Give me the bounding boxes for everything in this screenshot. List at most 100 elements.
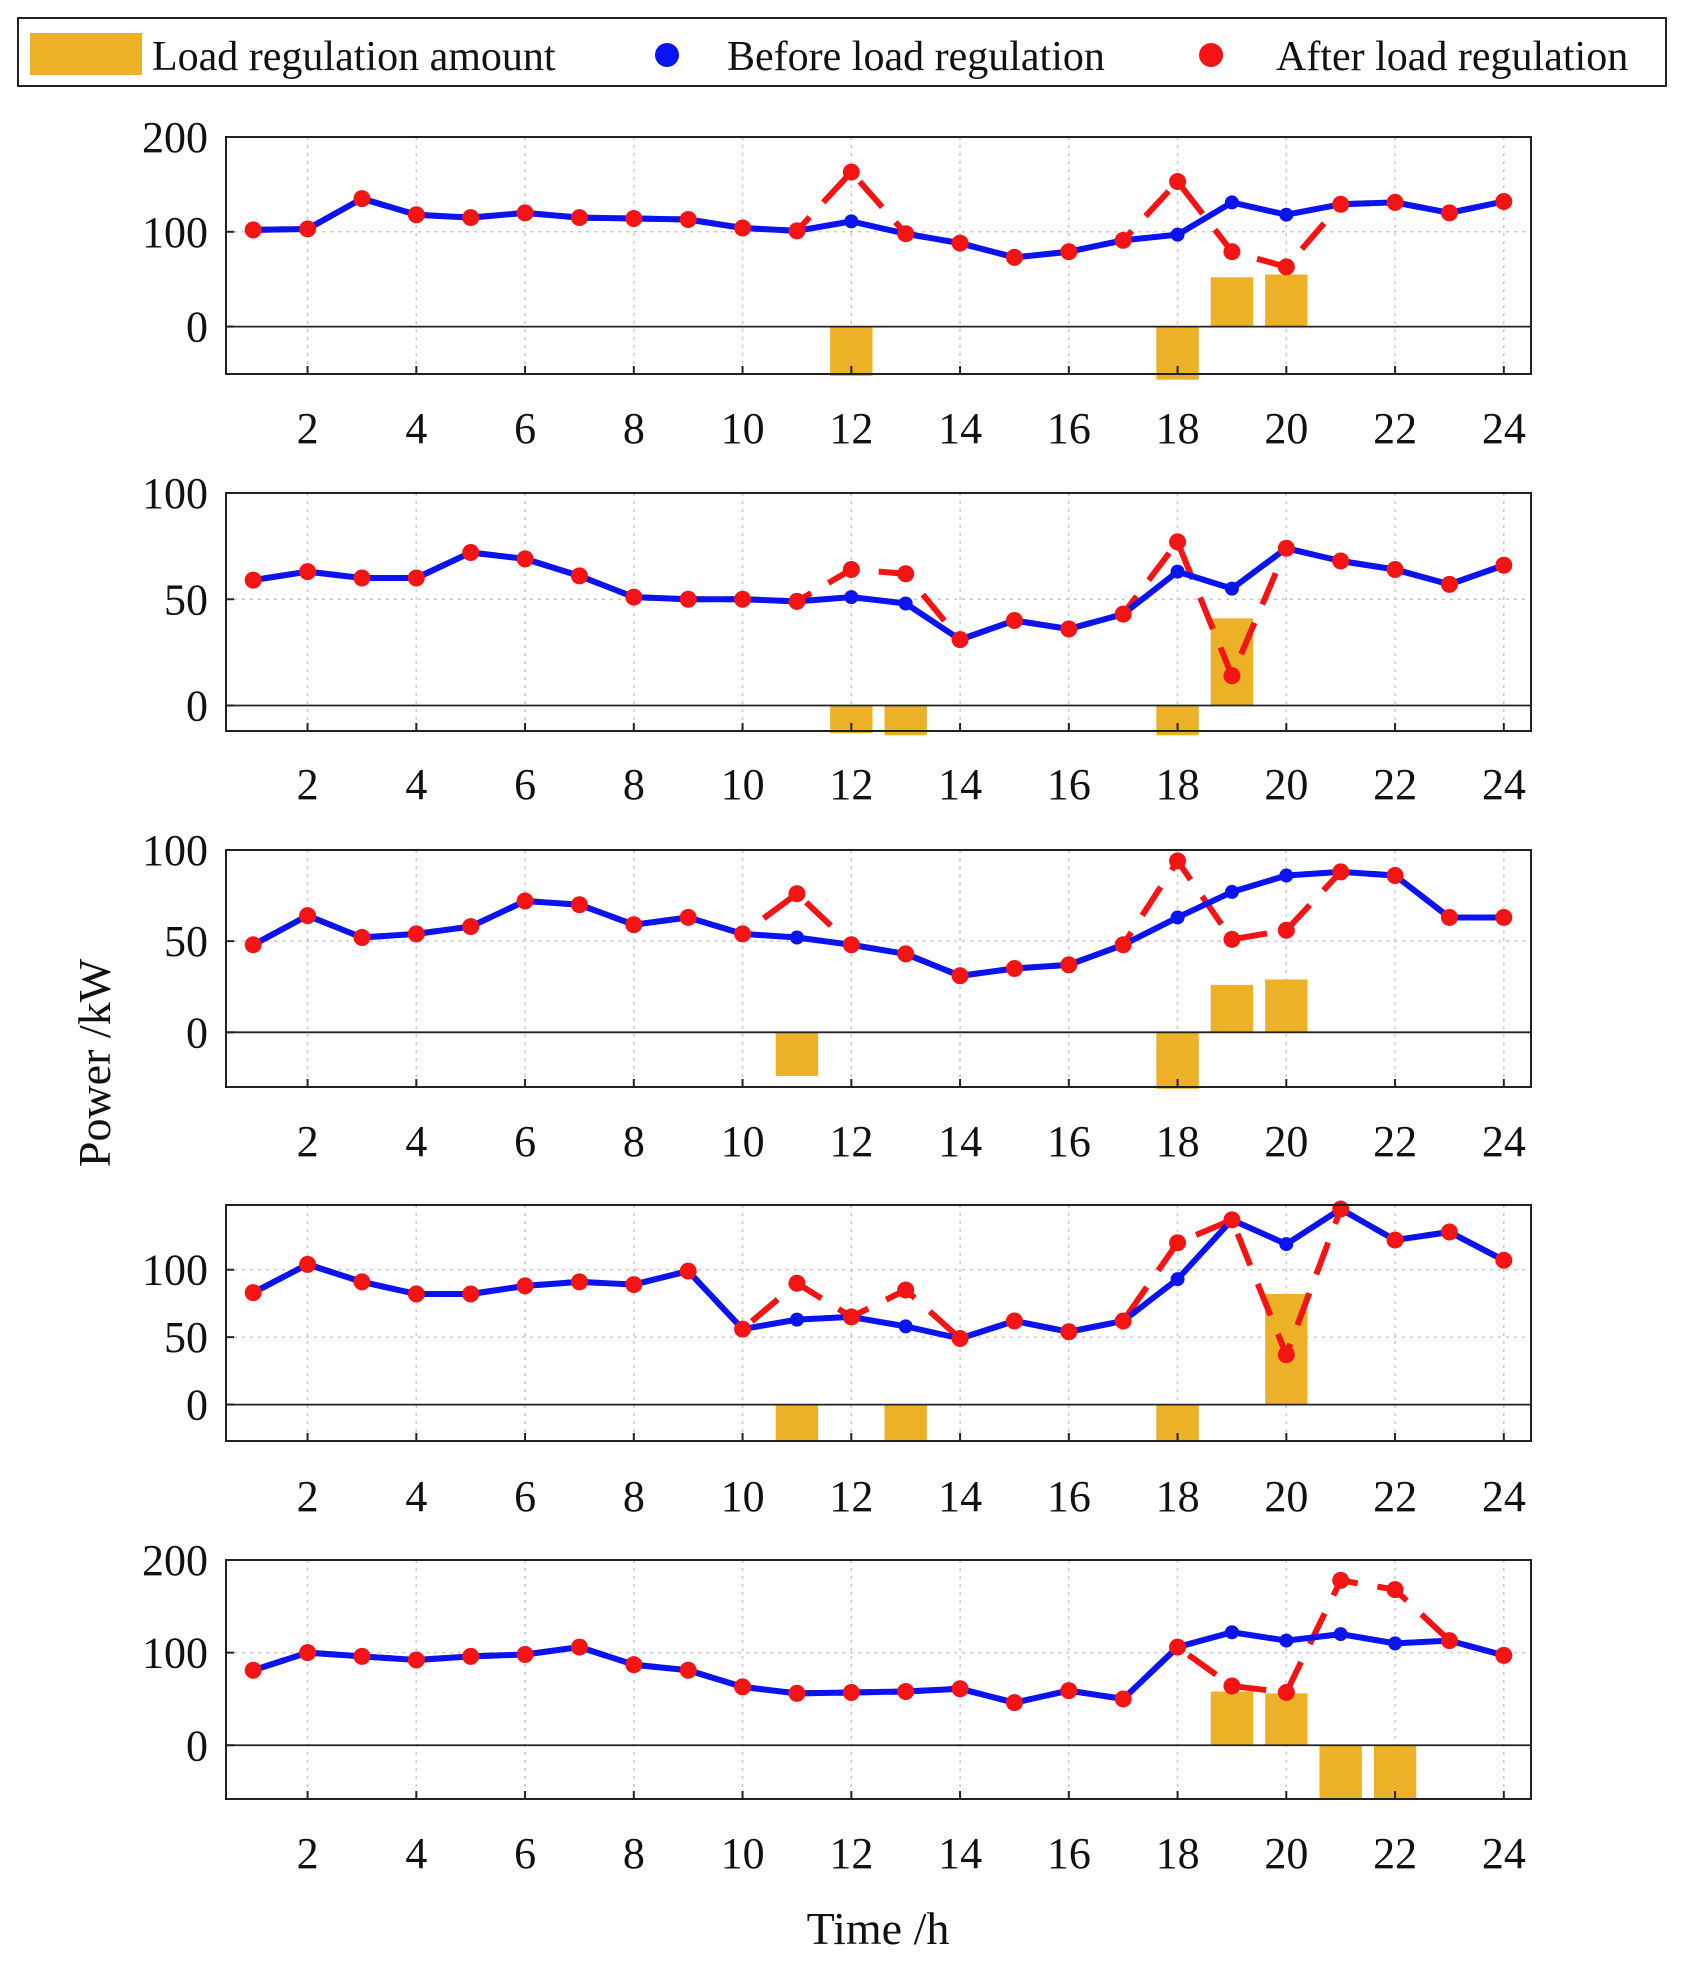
series-after-line — [252, 538, 1505, 679]
after-point — [516, 550, 534, 568]
after-point — [842, 561, 860, 578]
x-tick-label: 14 — [938, 1117, 982, 1166]
before-point — [789, 1312, 804, 1327]
after-point — [1440, 908, 1458, 926]
after-point — [1440, 1223, 1458, 1241]
regulation-bar — [884, 1404, 927, 1441]
after-point — [1495, 1646, 1513, 1664]
y-tick-label: 100 — [142, 1629, 208, 1678]
after-point — [897, 945, 915, 963]
y-axis-title: Power /kW — [69, 958, 120, 1167]
after-point — [299, 907, 317, 925]
x-tick-label: 12 — [829, 1117, 873, 1166]
x-tick-label: 4 — [405, 760, 427, 809]
x-tick-label: 8 — [623, 404, 645, 453]
before-point — [898, 1319, 913, 1334]
x-tick-label: 12 — [829, 1829, 873, 1878]
after-point — [1277, 539, 1295, 557]
x-tick-label: 10 — [721, 404, 765, 453]
y-tick-label: 0 — [186, 1721, 208, 1770]
after-point — [1277, 1683, 1295, 1701]
after-point — [1060, 243, 1078, 261]
after-point — [1005, 248, 1023, 266]
after-point — [842, 936, 860, 954]
x-tick-label: 16 — [1047, 404, 1091, 453]
after-point — [516, 204, 534, 222]
x-tick-label: 22 — [1373, 1117, 1417, 1166]
after-point — [788, 1274, 806, 1292]
x-tick-label: 10 — [721, 1472, 765, 1521]
after-point — [244, 1661, 262, 1679]
before-point — [1388, 1636, 1403, 1651]
after-point — [353, 1647, 371, 1665]
after-point — [1169, 173, 1187, 191]
legend: Load regulation amount Before load regul… — [17, 17, 1667, 87]
after-point — [788, 222, 806, 240]
after-point — [734, 1320, 752, 1338]
series-before-line — [252, 545, 1505, 643]
after-point — [679, 908, 697, 926]
before-point — [1279, 1633, 1294, 1648]
x-tick-label: 4 — [405, 1472, 427, 1521]
after-point — [1440, 204, 1458, 222]
before-point — [789, 930, 804, 945]
after-point — [1277, 921, 1295, 939]
after-point — [897, 565, 915, 583]
y-tick-label: 0 — [186, 303, 208, 352]
before-point — [1170, 910, 1185, 925]
after-point — [1169, 1234, 1187, 1252]
after-point — [1005, 612, 1023, 629]
before-point — [1224, 1625, 1239, 1640]
after-point — [1495, 908, 1513, 926]
x-tick-label: 16 — [1047, 1117, 1091, 1166]
x-tick-label: 18 — [1156, 760, 1200, 809]
x-tick-label: 22 — [1373, 760, 1417, 809]
before-point — [844, 214, 859, 229]
series-after-line — [251, 857, 1504, 979]
regulation-bar — [1319, 1745, 1362, 1799]
before-point — [1279, 868, 1294, 883]
after-point — [734, 590, 752, 608]
after-point — [842, 163, 860, 181]
x-tick-label: 2 — [297, 1829, 319, 1878]
x-tick-label: 6 — [514, 760, 536, 809]
x-tick-label: 24 — [1482, 1829, 1526, 1878]
x-tick-label: 18 — [1156, 1117, 1200, 1166]
regulation-bar — [775, 1404, 819, 1441]
after-point — [1060, 620, 1078, 638]
after-point — [1440, 1632, 1458, 1650]
before-point — [1170, 564, 1185, 579]
x-tick-label: 14 — [938, 1829, 982, 1878]
after-point — [407, 1651, 425, 1669]
x-tick-label: 16 — [1047, 1829, 1091, 1878]
x-tick-label: 18 — [1156, 1829, 1200, 1878]
after-point — [625, 916, 643, 934]
x-tick-label: 12 — [829, 404, 873, 453]
after-point — [570, 567, 588, 585]
after-point — [570, 209, 588, 227]
after-point — [244, 221, 262, 239]
x-tick-label: 20 — [1264, 1829, 1308, 1878]
series-after-line — [252, 1577, 1505, 1706]
x-tick-label: 24 — [1482, 1472, 1526, 1521]
series-before-line — [251, 1206, 1506, 1342]
after-point — [1223, 930, 1241, 948]
x-tick-label: 18 — [1156, 1472, 1200, 1521]
after-point — [1005, 960, 1023, 977]
x-tick-label: 8 — [623, 1829, 645, 1878]
y-tick-label: 50 — [164, 1313, 208, 1362]
x-tick-label: 22 — [1373, 1472, 1417, 1521]
after-point — [353, 190, 371, 208]
after-point — [788, 592, 806, 610]
after-point — [679, 590, 697, 608]
after-point — [1495, 192, 1513, 210]
after-point — [625, 1276, 643, 1294]
y-tick-label: 200 — [142, 1536, 208, 1585]
regulation-bar — [1265, 1693, 1308, 1746]
after-point — [1169, 852, 1187, 870]
regulation-bar — [1373, 1745, 1417, 1799]
after-point — [462, 1285, 480, 1303]
after-point — [299, 220, 317, 238]
